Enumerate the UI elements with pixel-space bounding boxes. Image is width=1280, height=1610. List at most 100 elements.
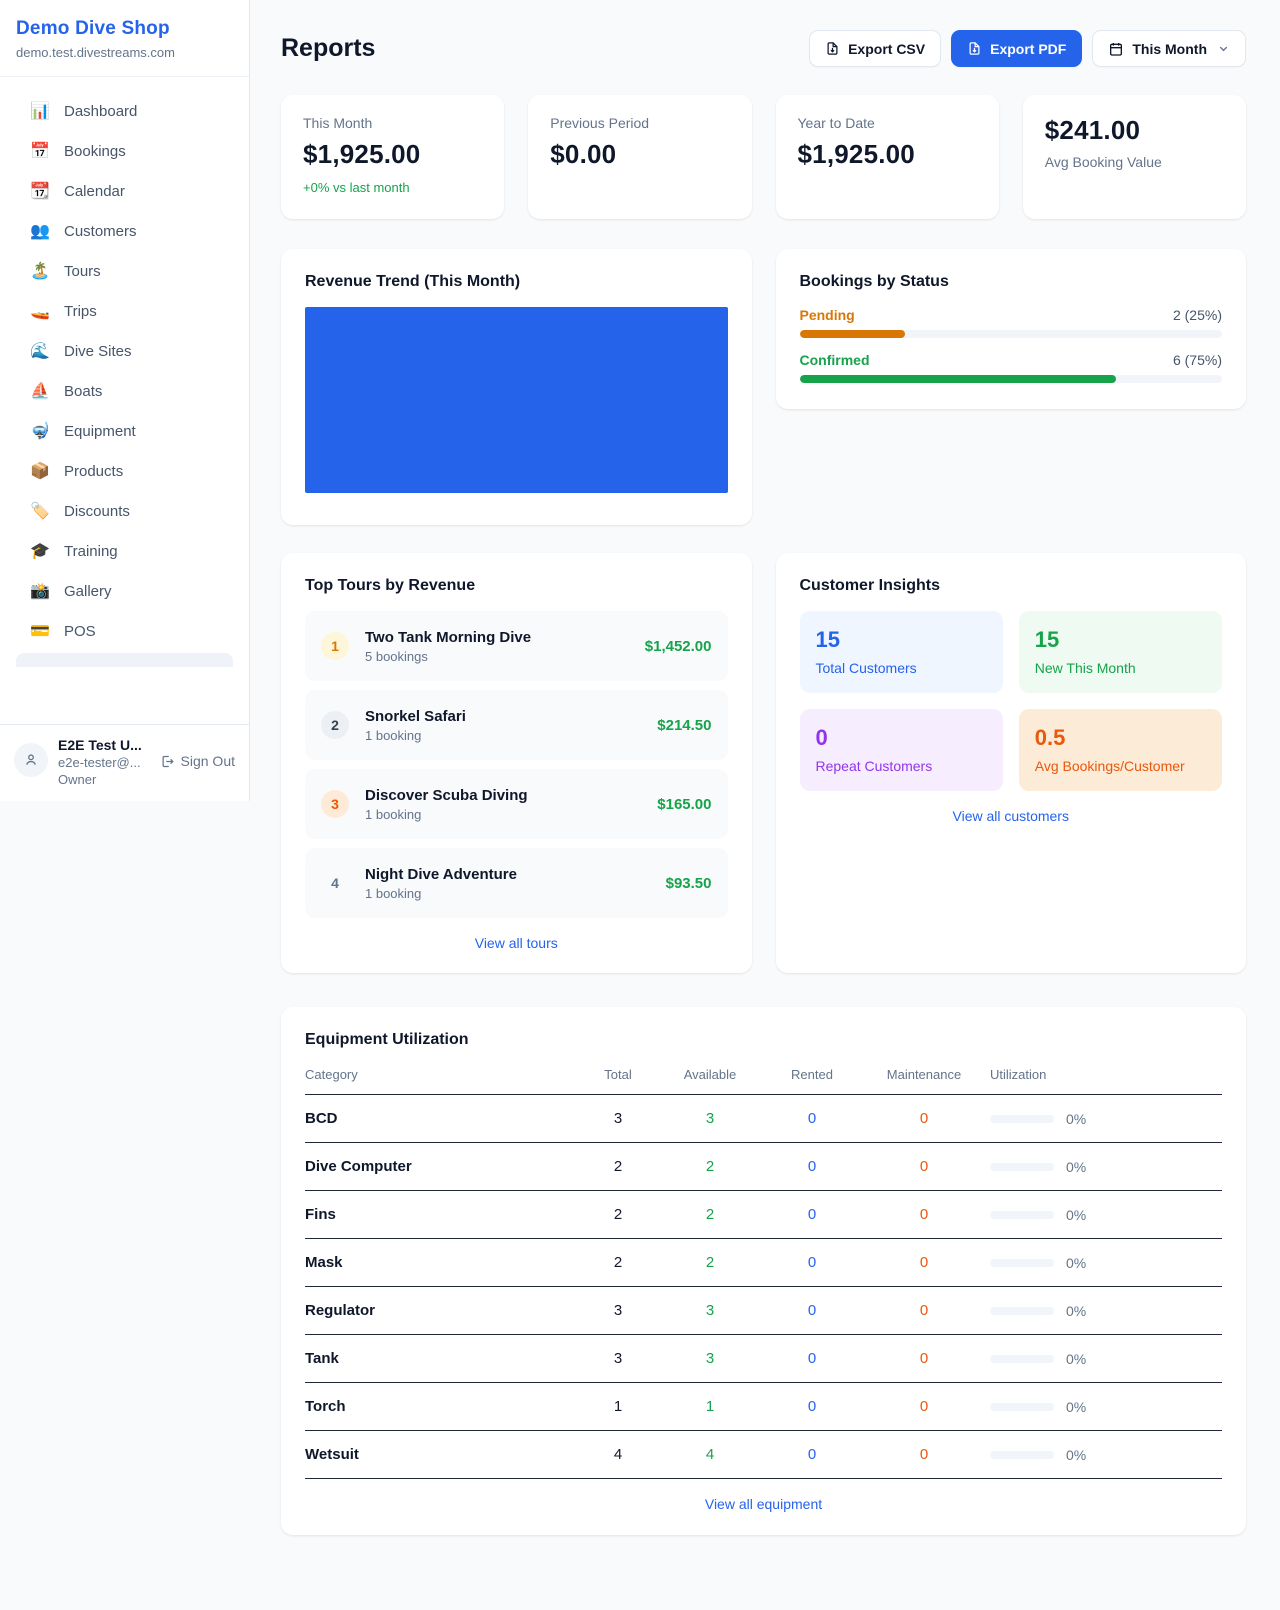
sidebar-item-reports-partial[interactable] (16, 653, 233, 667)
user-name: E2E Test U... (58, 737, 142, 753)
tour-revenue: $165.00 (657, 795, 712, 813)
sidebar-nav-item[interactable]: 🎓 Training (8, 531, 241, 571)
sidebar-nav-item[interactable]: 🏝️ Tours (8, 251, 241, 291)
sidebar-nav-item[interactable]: 📦 Products (8, 451, 241, 491)
insight-label: New This Month (1034, 660, 1136, 676)
cell-rented: 0 (807, 1350, 817, 1367)
export-pdf-button[interactable]: Export PDF (951, 30, 1083, 67)
status-list: Pending 2 (25%) Confirmed 6 (75%) (799, 307, 1222, 383)
bookings-by-status-card: Bookings by Status Pending 2 (25%) Confi… (775, 249, 1246, 409)
cell-utilization: 0% (990, 1447, 1222, 1463)
stat-value: $1,925.00 (303, 139, 421, 169)
view-all-customers-link[interactable]: View all customers (952, 808, 1069, 824)
nav-item-label: Dashboard (64, 102, 138, 120)
utilization-bar-track (990, 1450, 1054, 1459)
insights-row: Top Tours by Revenue 1 Two Tank Morning … (281, 553, 1246, 973)
chevron-down-icon (1217, 42, 1230, 55)
tour-row: 3 Discover Scuba Diving 1 booking $165.0… (305, 769, 728, 839)
cell-maintenance: 0 (919, 1158, 929, 1175)
sidebar-nav-item[interactable]: ⛵ Boats (8, 371, 241, 411)
cell-total: 4 (613, 1446, 623, 1463)
cell-maintenance: 0 (919, 1446, 929, 1463)
view-all-tours-link[interactable]: View all tours (474, 935, 558, 951)
utilization-bar-track (990, 1354, 1054, 1363)
cell-maintenance: 0 (919, 1206, 929, 1223)
user-email: e2e-tester@... (58, 755, 141, 770)
customer-insights-title: Customer Insights (799, 577, 940, 594)
cell-total: 3 (613, 1110, 623, 1127)
period-dropdown[interactable]: This Month (1092, 30, 1246, 67)
status-bar-fill (799, 330, 906, 338)
utilization-percent: 0% (1066, 1350, 1087, 1367)
export-pdf-label: Export PDF (990, 40, 1067, 57)
utilization-percent: 0% (1066, 1158, 1087, 1175)
nav-item-icon: 📅 (30, 143, 50, 160)
sidebar-nav-item[interactable]: 🤿 Equipment (8, 411, 241, 451)
nav-item-label: Training (64, 542, 118, 560)
sidebar-nav-item[interactable]: 📅 Bookings (8, 131, 241, 171)
sidebar-nav-item[interactable]: 👥 Customers (8, 211, 241, 251)
table-row: Wetsuit 4 4 0 0 0% (305, 1431, 1222, 1479)
cell-utilization: 0% (990, 1303, 1222, 1319)
cell-available: 2 (705, 1206, 715, 1223)
sidebar-nav-item[interactable]: 📊 Dashboard (8, 91, 241, 131)
tour-name: Night Dive Adventure (365, 865, 517, 883)
cell-available: 2 (705, 1254, 715, 1271)
sidebar: Demo Dive Shop demo.test.divestreams.com… (0, 0, 250, 801)
revenue-trend-card: Revenue Trend (This Month) (281, 249, 752, 525)
sidebar-nav-item[interactable]: 📆 Calendar (8, 171, 241, 211)
cell-maintenance: 0 (919, 1110, 929, 1127)
cell-rented: 0 (807, 1254, 817, 1271)
user-section: E2E Test U... e2e-tester@... Owner Sign … (0, 724, 249, 801)
bookings-by-status-title: Bookings by Status (799, 273, 949, 290)
nav-item-icon: 🚤 (30, 303, 50, 320)
status-label: Confirmed (799, 352, 870, 368)
nav-item-label: Tours (64, 262, 101, 280)
nav-item-label: Boats (64, 382, 103, 400)
nav-item-icon: 💳 (30, 623, 50, 640)
period-label: This Month (1132, 40, 1207, 57)
user-role: Owner (58, 772, 97, 787)
rank-badge: 2 (321, 711, 349, 739)
stat-value: $1,925.00 (797, 139, 915, 169)
rank-badge: 4 (331, 875, 339, 891)
table-row: Regulator 3 3 0 0 0% (305, 1287, 1222, 1335)
tour-revenue: $1,452.00 (644, 637, 712, 655)
tour-row: 4 Night Dive Adventure 1 booking $93.50 (305, 848, 728, 918)
sidebar-nav-item[interactable]: 📸 Gallery (8, 571, 241, 611)
cell-available: 2 (705, 1158, 715, 1175)
status-row: Pending 2 (25%) (799, 307, 1222, 338)
cell-category: Mask (305, 1254, 343, 1271)
cell-category: Torch (305, 1398, 346, 1415)
cell-total: 2 (613, 1254, 623, 1271)
calendar-icon (1108, 41, 1124, 57)
col-available: Available (683, 1067, 737, 1082)
view-all-equipment-link[interactable]: View all equipment (704, 1496, 823, 1512)
cell-rented: 0 (807, 1398, 817, 1415)
cell-category: Fins (305, 1206, 336, 1223)
cell-utilization: 0% (990, 1159, 1222, 1175)
cell-total: 2 (613, 1158, 623, 1175)
cell-total: 2 (613, 1206, 623, 1223)
table-row: Dive Computer 2 2 0 0 0% (305, 1143, 1222, 1191)
equipment-utilization-card: Equipment Utilization Category Total Ava… (281, 1007, 1246, 1535)
nav-item-icon: 🤿 (30, 423, 50, 440)
export-csv-button[interactable]: Export CSV (809, 30, 942, 67)
nav-item-icon: 👥 (30, 223, 50, 240)
status-bar-track (799, 330, 1222, 338)
sidebar-nav-item[interactable]: 🚤 Trips (8, 291, 241, 331)
nav-item-label: Equipment (64, 422, 136, 440)
sign-out-button[interactable]: Sign Out (160, 753, 235, 769)
sidebar-nav-item[interactable]: 🌊 Dive Sites (8, 331, 241, 371)
sidebar-nav-item[interactable]: 💳 POS (8, 611, 241, 651)
status-label: Pending (799, 307, 855, 323)
utilization-percent: 0% (1066, 1302, 1087, 1319)
stat-note: +0% vs last month (303, 180, 410, 195)
col-utilization: Utilization (990, 1067, 1047, 1082)
cell-utilization: 0% (990, 1207, 1222, 1223)
tour-revenue: $93.50 (665, 874, 712, 892)
nav-item-icon: 📆 (30, 183, 50, 200)
utilization-percent: 0% (1066, 1446, 1087, 1463)
sidebar-nav-item[interactable]: 🏷️ Discounts (8, 491, 241, 531)
insight-tile: 15 New This Month (1018, 611, 1222, 693)
